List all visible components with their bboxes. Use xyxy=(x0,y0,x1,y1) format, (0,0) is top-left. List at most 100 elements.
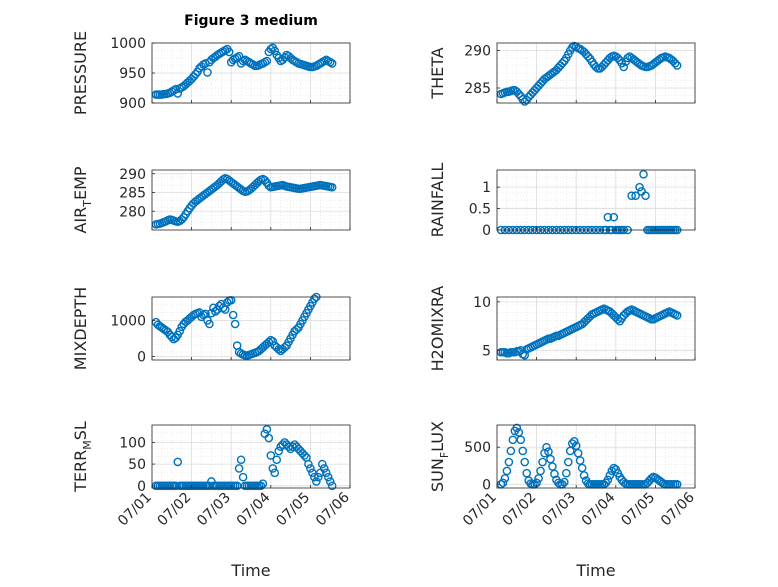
data-point xyxy=(238,472,248,482)
data-point xyxy=(542,442,551,452)
data-point xyxy=(260,429,270,438)
data-point xyxy=(327,182,337,192)
axes-frame xyxy=(496,169,696,231)
data-point xyxy=(232,481,242,491)
data-point xyxy=(554,478,563,488)
data-point xyxy=(205,319,214,329)
y-tick-label: 0 xyxy=(482,477,491,493)
data-point xyxy=(292,325,301,334)
data-point xyxy=(603,212,613,222)
data-point xyxy=(211,307,220,316)
data-point xyxy=(280,53,289,62)
y-axis-label: SUNFLUX xyxy=(428,421,451,492)
data-point xyxy=(609,212,619,222)
data-point xyxy=(591,62,601,72)
data-point xyxy=(264,181,274,191)
subplot-5: 0 1000 MIXDEPTH xyxy=(71,287,351,370)
axes-frame xyxy=(151,296,351,361)
axes-frame xyxy=(151,169,351,231)
data-point xyxy=(575,456,585,465)
x-tick-label: 07/04 xyxy=(234,489,274,529)
data-point xyxy=(540,448,549,458)
data-point xyxy=(500,474,510,483)
data-point xyxy=(623,53,632,63)
data-point xyxy=(274,446,284,456)
data-point xyxy=(672,61,682,70)
y-tick-label: 0 xyxy=(137,349,146,365)
data-point xyxy=(220,305,230,314)
data-point xyxy=(264,433,274,443)
y-tick-label: 50 xyxy=(128,457,146,473)
y-axis-label: AIRTEMP xyxy=(71,166,94,233)
y-tick-label: 0 xyxy=(137,479,146,495)
x-tick-label: 07/06 xyxy=(313,489,353,529)
data-point xyxy=(565,446,575,456)
x-tick-label: 07/01 xyxy=(115,490,155,530)
data-point xyxy=(516,435,526,445)
data-point xyxy=(268,336,278,346)
data-point xyxy=(308,468,317,478)
data-point xyxy=(321,468,331,478)
y-tick-label: 100 xyxy=(119,435,146,451)
x-tick-label: 07/03 xyxy=(194,490,234,530)
data-point xyxy=(234,464,244,473)
data-point xyxy=(310,472,319,482)
x-tick-label: 07/04 xyxy=(579,489,619,529)
x-tick-label: 07/05 xyxy=(618,490,658,530)
data-point xyxy=(280,343,289,352)
data-point xyxy=(639,169,648,179)
y-tick-label: 0 xyxy=(482,223,491,239)
data-point xyxy=(520,350,530,360)
y-tick-label: 290 xyxy=(464,44,491,60)
x-tick-label: 07/02 xyxy=(155,490,195,530)
x-tick-label: 07/01 xyxy=(460,490,500,530)
data-point xyxy=(627,191,636,201)
data-point xyxy=(175,326,185,336)
data-point xyxy=(562,468,571,478)
data-point xyxy=(317,459,327,469)
data-point xyxy=(272,455,282,465)
data-point xyxy=(506,446,516,456)
x-axis-label: Time xyxy=(230,561,270,580)
data-point xyxy=(603,475,613,485)
data-point xyxy=(498,478,508,488)
data-point xyxy=(203,68,212,77)
y-tick-label: 1000 xyxy=(110,313,146,329)
data-point xyxy=(306,464,315,473)
data-point xyxy=(619,62,629,72)
y-tick-label: 1 xyxy=(482,180,491,196)
data-point xyxy=(534,474,543,483)
data-point xyxy=(218,303,228,313)
data-point xyxy=(550,469,559,479)
data-point xyxy=(672,311,682,320)
data-point xyxy=(504,457,514,467)
x-tick-label: 07/02 xyxy=(500,490,540,530)
data-point xyxy=(256,481,266,491)
data-point xyxy=(173,457,183,467)
data-point xyxy=(647,474,656,483)
data-point xyxy=(262,425,272,434)
data-point xyxy=(236,455,246,465)
data-point xyxy=(319,464,329,473)
data-point xyxy=(310,294,319,304)
data-point xyxy=(631,191,640,201)
subplot-2: 285 290 THETA xyxy=(428,41,696,106)
data-point xyxy=(569,437,579,446)
data-point xyxy=(613,314,623,324)
y-axis-label: THETA xyxy=(428,47,447,99)
data-point xyxy=(312,477,321,486)
data-point xyxy=(567,43,577,52)
subplot-8: 0 500 07/01 07/02 07/03 07/04 07/05 07/06 Time SU… xyxy=(428,421,698,580)
data-point xyxy=(262,56,272,66)
data-point xyxy=(637,187,646,196)
y-tick-label: 500 xyxy=(464,440,491,456)
data-point xyxy=(512,423,522,433)
x-tick-label: 07/03 xyxy=(539,490,579,530)
data-point xyxy=(577,463,587,473)
x-tick-label: 07/06 xyxy=(658,489,698,529)
subplot-3: 280 285 290 AIRTEMP xyxy=(71,166,351,234)
y-axis-label: TERRMSL xyxy=(71,421,94,493)
data-point xyxy=(327,481,337,491)
figure-title: Figure 3 medium xyxy=(184,13,318,29)
